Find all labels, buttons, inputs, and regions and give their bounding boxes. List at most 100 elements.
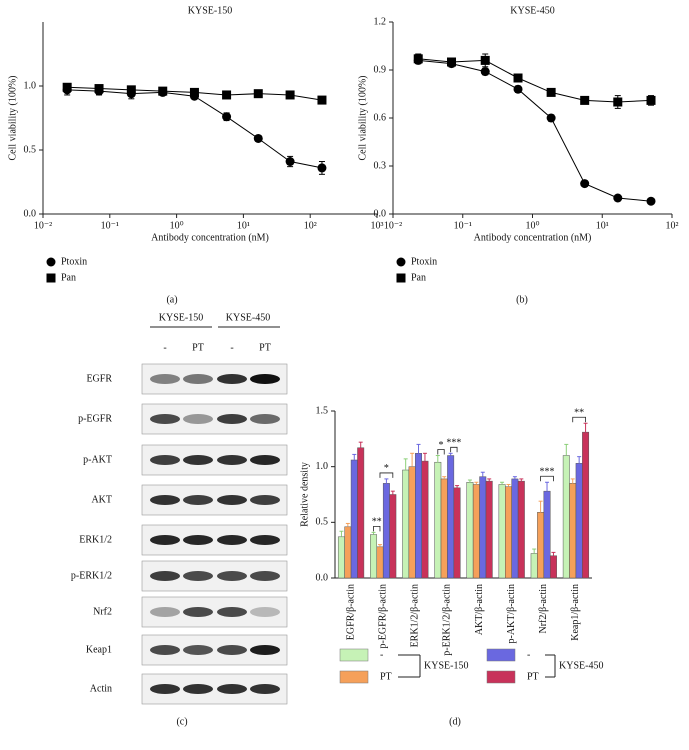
legend-label: Ptoxin [411,256,437,267]
x-tick-label: 10² [304,220,317,231]
blot-band [183,571,213,581]
bar [421,460,429,579]
legend-label: Pan [411,272,426,283]
x-tick-label: EGFR/β-actin [345,584,356,640]
bar [382,483,390,579]
bar [337,536,345,579]
bar [357,447,365,579]
bar [543,490,551,579]
marker [646,196,656,206]
y-tick-label: 0.9 [374,64,387,75]
marker [413,54,423,64]
blot-band [150,495,180,505]
x-tick-label: 10³ [371,220,384,231]
legend-label: - [380,649,383,660]
blot-band [250,684,280,694]
legend-marker [396,273,406,283]
marker [546,87,556,97]
marker [613,97,623,107]
chart-title: KYSE-150 [188,5,232,16]
legend-group: KYSE-150 [424,660,468,671]
blot-band [183,535,213,545]
blot-band [183,684,213,694]
x-tick-label: Keap1/β-actin [570,584,581,641]
marker [62,82,72,92]
bar [370,534,378,579]
bar [389,494,397,579]
row-label: p-ERK1/2 [71,570,112,581]
lane-label: - [163,342,166,353]
x-tick-label: 10¹ [237,220,250,231]
y-tick-label: 1.0 [316,461,329,472]
blot-band [250,645,280,655]
bar [511,478,519,579]
bar [582,431,590,579]
blot-band [150,374,180,384]
sig-label: *** [540,467,555,478]
bar [549,555,557,579]
legend-marker [46,273,56,283]
legend-swatch [339,670,369,684]
x-tick-label: 10⁰ [525,220,539,231]
blot-band [217,645,247,655]
bar [530,553,538,579]
legend-label: Pan [61,272,76,283]
y-tick-label: 0.0 [374,208,387,219]
sig-bracket [437,449,445,455]
blot-band [250,414,280,424]
marker [513,73,523,83]
chart-title: KYSE-450 [510,5,554,16]
blot-band [250,374,280,384]
marker [285,90,295,100]
sig-bracket [540,475,554,482]
y-tick-label: 1.5 [316,405,329,416]
bar [440,478,448,579]
bar [415,453,422,579]
x-tick-label: p-EGFR/β-actin [377,584,388,649]
x-axis-label: Antibody concentration (nM) [151,232,269,243]
panel-label: (a) [166,294,177,305]
panel-label: (b) [516,294,528,305]
bar [569,483,577,579]
blot-band [217,571,247,581]
blot-band [150,645,180,655]
marker [613,193,623,203]
bar [447,455,455,579]
legend-label: PT [380,671,392,682]
marker [646,95,656,105]
x-tick-label: AKT/β-actin [474,584,485,635]
bar [453,487,461,579]
sig-label: * [384,463,389,474]
bar [479,476,487,579]
blot-group: KYSE-450 [226,312,270,323]
bar [537,512,545,579]
y-tick-label: 1.2 [374,16,387,27]
blot-band [250,607,280,617]
row-label: EGFR [86,373,112,384]
marker [447,57,457,67]
y-axis-label: Relative density [299,462,310,527]
sig-bracket [379,472,394,478]
y-tick-label: 1.0 [24,80,37,91]
y-tick-label: 0.5 [24,144,37,155]
blot-band [250,495,280,505]
row-label: Actin [90,683,112,694]
legend-swatch [486,648,516,662]
bar [562,455,570,579]
legend-marker [396,257,406,267]
x-tick-label: Nrf2/β-actin [538,584,549,634]
marker [253,133,263,143]
marker [126,85,136,95]
row-label: ERK1/2 [79,534,112,545]
x-tick-label: 10¹ [596,220,609,231]
y-axis-label: Cell viability (100%) [357,76,368,161]
sig-bracket [572,416,586,423]
marker [285,157,295,167]
marker [580,179,590,189]
blot-band [250,535,280,545]
y-tick-label: 0.5 [316,517,329,528]
bar [498,484,506,579]
marker [317,163,327,173]
blot-band [217,495,247,505]
x-tick-label: ERK1/2/β-actin [410,584,421,647]
